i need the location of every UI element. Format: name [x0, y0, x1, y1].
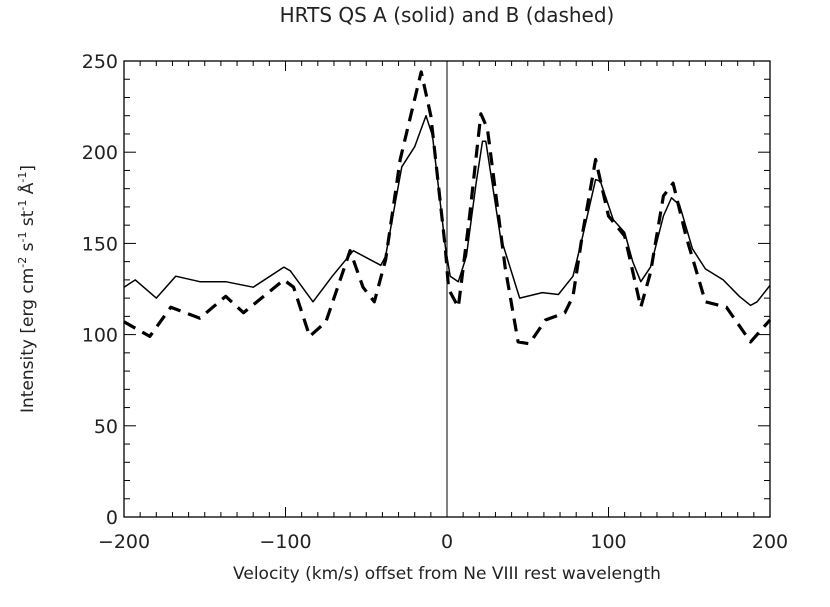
y-label-part: ]: [18, 165, 38, 172]
x-tick-label: −200: [98, 531, 150, 553]
y-tick-label: 100: [82, 325, 118, 347]
x-tick-labels: −200 −100 0 100 200: [98, 531, 788, 553]
y-tick-label: 250: [82, 51, 118, 73]
y-label-part: st: [18, 210, 38, 231]
y-tick-label: 150: [82, 233, 118, 255]
y-label-superscript: -2: [16, 257, 29, 268]
y-tick-label: 50: [94, 416, 118, 438]
x-tick-label: 100: [590, 531, 626, 553]
series-A-solid-line: [123, 114, 771, 307]
y-label-part: Intensity [erg cm: [18, 268, 38, 413]
series-B-dashed-line: [123, 70, 772, 346]
series-group: [123, 70, 772, 346]
x-tick-label: 200: [752, 531, 788, 553]
y-tick-labels: 0 50 100 150 200 250: [82, 51, 118, 529]
x-axis-label: Velocity (km/s) offset from Ne VIII rest…: [233, 564, 661, 584]
y-label-superscript: -1: [16, 172, 29, 183]
y-label-superscript: -1: [16, 200, 29, 211]
y-label-superscript: -1: [16, 232, 29, 243]
plot-frame: [123, 60, 771, 518]
y-label-part: Å: [16, 182, 38, 199]
y-tick-label: 0: [106, 507, 118, 529]
x-tick-label: 0: [441, 531, 453, 553]
chart-title: HRTS QS A (solid) and B (dashed): [280, 3, 615, 27]
y-tick-label: 200: [82, 142, 118, 164]
x-tick-label: −100: [259, 531, 311, 553]
y-axis-label: Intensity [erg cm-2 s-1 st-1 Å-1]: [16, 165, 38, 413]
y-label-part: s: [18, 242, 38, 256]
